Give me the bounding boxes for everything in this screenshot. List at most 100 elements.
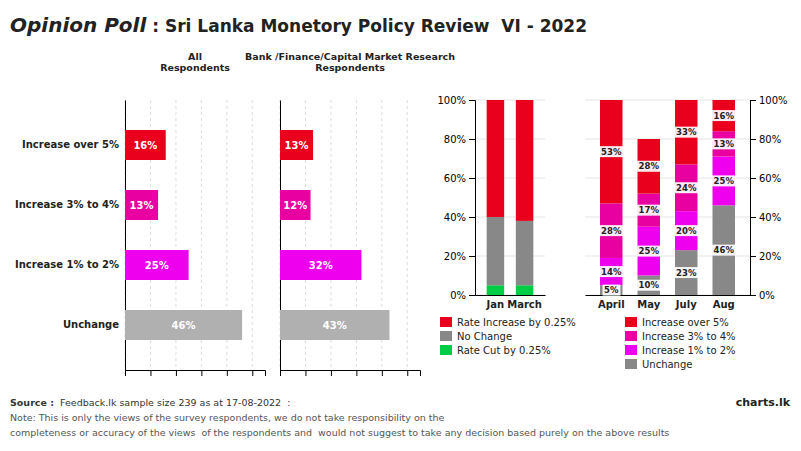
data-label: 25% [145,260,169,271]
tick-mark [750,295,756,296]
legend-swatch [625,345,637,355]
grid-line [475,256,545,257]
tick-mark [331,370,332,376]
bar-segment [600,285,623,295]
data-label: 24% [676,183,697,193]
data-label: 16% [133,140,157,151]
tick-mark [750,100,756,101]
data-label-box [637,280,661,291]
legend-label: Increase over 5% [642,317,729,328]
legend-label: Rate Cut by 0.25% [457,345,551,356]
panel: 0%20%40%60%80%100%AprilMayJulyAug5%10%23… [585,95,788,370]
tick-label: 40% [444,212,466,223]
tick-mark [469,139,475,140]
tick: 40% [750,212,781,223]
panel: AllRespondentsIncrease over 5%Increase 3… [15,51,266,376]
tick [150,370,151,376]
legend-swatch [440,317,452,327]
tick-label: 60% [444,173,466,184]
data-label: 17% [639,205,660,215]
grid-line [252,100,253,370]
tick-label: March [507,299,542,310]
bar-segment [600,100,623,203]
data-label-box [712,245,736,256]
series [487,285,534,295]
bar-segment [713,131,736,156]
bar-segment [487,100,505,217]
tick: Jan [486,295,505,310]
bar [125,130,166,160]
tick-mark [356,370,357,376]
tick-label: April [598,299,625,310]
tick: March [507,295,542,310]
bar-segment [713,205,736,295]
bar-segment [516,100,534,221]
bar-segment [675,250,698,295]
footer-note: Note: This is only the views of the surv… [10,412,445,423]
bars [487,100,534,295]
tick-mark [469,295,475,296]
grid [280,100,407,370]
axis-line [126,371,266,377]
tick-mark [125,370,126,376]
x-axis [281,370,421,376]
data-labels: 16%13%25%46% [130,140,196,331]
legend-label: Rate Increase by 0.25% [457,317,576,328]
tick-mark [305,370,306,376]
tick-label: Increase 1% to 2% [15,259,119,270]
tick-label: July [675,299,697,310]
x-axis [126,370,266,376]
bar-segment [516,221,534,285]
tick-mark [227,370,228,376]
tick-mark [201,370,202,376]
subtitle: : Sri Lanka Monetory Policy Review VI - … [146,16,587,36]
data-label: 25% [639,246,660,256]
tick-label: 20% [444,251,466,262]
data-label: 12% [283,200,307,211]
tick: Aug [713,295,735,310]
bar [125,190,158,220]
x-axis: JanMarch [476,295,546,310]
tick [125,370,126,376]
bar [125,310,242,340]
tick-label: Jan [486,299,505,310]
data-label-box [600,146,624,157]
bar-segment [516,285,534,295]
tick-label: 20% [759,251,781,262]
tick-mark [407,370,408,376]
tick: 80% [750,134,781,145]
data-label-box [637,161,661,172]
tick-mark [150,370,151,376]
bar [280,310,389,340]
legend: Increase over 5%Increase 3% to 4%Increas… [625,317,736,370]
chart-canvas: Opinion Poll : Sri Lanka Monetory Policy… [0,0,801,451]
footer-source: Feedback.lk sample size 239 as at 17-08-… [60,397,293,408]
data-label: 43% [323,320,347,331]
data-labels: 13%12%32%43% [283,140,346,331]
data-label: 33% [676,127,697,137]
legend-item: Increase over 5% [625,317,729,328]
bar-segment [675,100,698,164]
bar [125,250,189,280]
bar-segment [600,258,623,285]
tick [305,370,306,376]
tick-label: 100% [437,95,466,106]
data-label-box [675,267,699,278]
grid-line [475,178,545,179]
panel: 0%20%40%60%80%100%JanMarchRate Increase … [437,95,575,356]
data-label-box [637,246,661,257]
axis-line [281,371,421,377]
chart-container: Opinion Poll : Sri Lanka Monetory Policy… [0,0,801,451]
panel-title: Bank /Finance/Capital Market ResearchRes… [245,51,455,73]
tick: 0% [750,290,775,301]
tick-label: 40% [759,212,781,223]
data-label: 23% [676,268,697,278]
bar-segment [638,227,661,276]
bar-segment [638,139,661,194]
data-label-box [603,285,621,296]
tick-mark [469,178,475,179]
panel-title-line: Respondents [315,62,385,73]
tick: 0% [450,290,475,301]
footer-note: completeness or accuracy of the views of… [10,427,669,438]
tick: May [637,295,660,310]
